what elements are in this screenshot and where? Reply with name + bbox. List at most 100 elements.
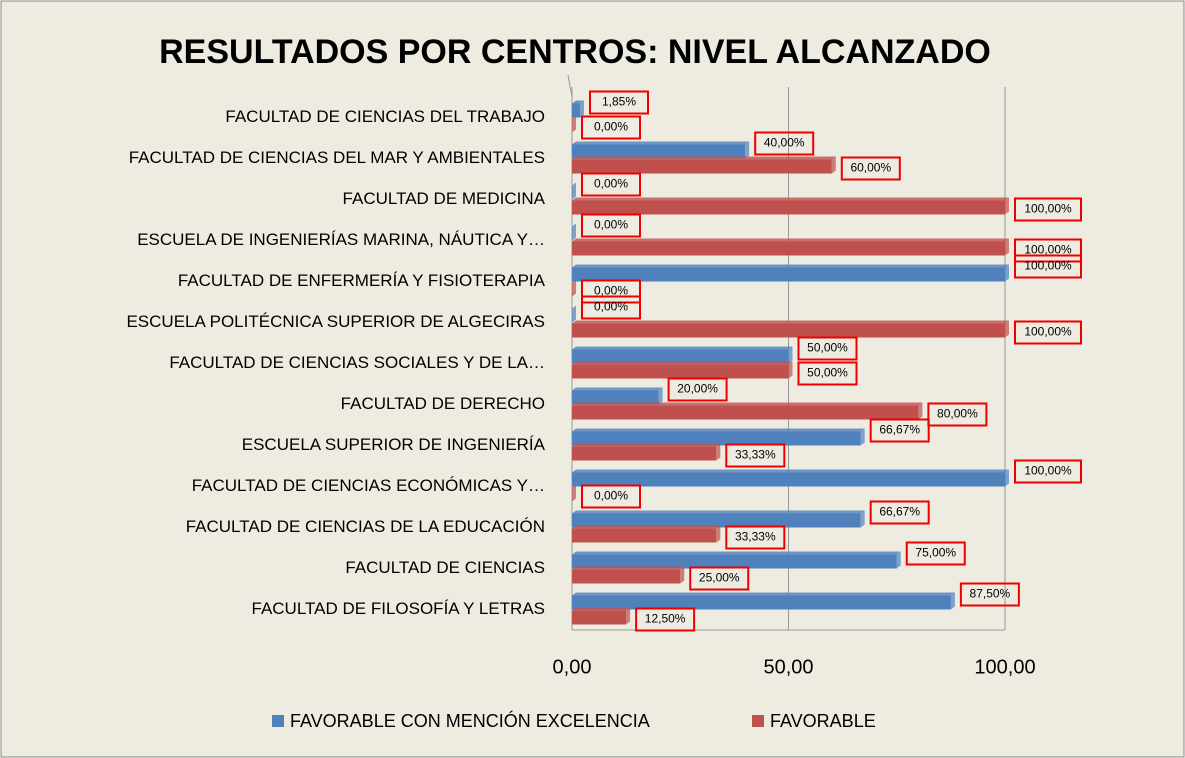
bar-top <box>572 238 1009 242</box>
value-label-box <box>754 131 815 156</box>
bar-side <box>572 115 576 133</box>
bar-side <box>572 305 576 323</box>
chart-title: RESULTADOS POR CENTROS: NIVEL ALCANZADO <box>159 33 991 71</box>
value-label-box <box>797 361 858 386</box>
bar <box>572 159 832 174</box>
bar-top <box>572 469 1009 473</box>
bar-side <box>716 525 721 543</box>
bar <box>572 390 659 405</box>
value-label-box <box>725 525 786 550</box>
legend-swatch <box>272 715 284 727</box>
bar-side <box>572 279 576 297</box>
y-tick-label: FACULTAD DE CIENCIAS DEL TRABAJO <box>225 107 545 126</box>
bar-side <box>572 223 576 241</box>
bar-side <box>896 551 901 569</box>
bar <box>572 323 1005 338</box>
bar-side <box>658 387 663 405</box>
value-label: 0,00% <box>594 218 628 232</box>
bar-side <box>572 182 576 200</box>
bar-side <box>788 361 793 379</box>
bar-side <box>1005 264 1009 282</box>
bar <box>572 267 1005 282</box>
value-label-box <box>581 279 641 304</box>
bar <box>572 610 627 625</box>
value-label: 1,85% <box>602 95 636 109</box>
value-label-box <box>869 500 930 525</box>
x-tick-label: 0,00 <box>553 656 592 678</box>
bar-side <box>788 346 793 364</box>
y-tick-label: FACULTAD DE CIENCIAS <box>345 558 545 577</box>
value-label: 100,00% <box>1024 202 1072 216</box>
bar-top <box>572 551 901 555</box>
value-label: 25,00% <box>699 571 740 585</box>
bar <box>572 431 861 446</box>
value-label: 50,00% <box>807 341 848 355</box>
bar <box>572 349 789 364</box>
value-label-box <box>581 172 641 197</box>
bar-top <box>572 141 750 145</box>
bar-side <box>716 443 721 461</box>
bar-top <box>572 510 865 514</box>
bar-side <box>680 566 685 584</box>
bar-top <box>572 156 836 160</box>
y-tick-label: FACULTAD DE DERECHO <box>341 394 545 413</box>
value-label: 66,67% <box>879 423 920 437</box>
bar-top <box>572 361 793 365</box>
bar <box>572 472 1005 487</box>
bar-top <box>572 428 865 432</box>
bar-side <box>1005 238 1009 256</box>
bar-side <box>745 141 750 159</box>
y-tick-label: FACULTAD DE FILOSOFÍA Y LETRAS <box>252 599 546 618</box>
y-tick-label: FACULTAD DE CIENCIAS SOCIALES Y DE LA… <box>169 353 545 372</box>
value-label: 0,00% <box>594 489 628 503</box>
value-label-box <box>840 156 901 181</box>
bar-top <box>572 264 1009 268</box>
bar-side <box>580 100 585 118</box>
bar-side <box>918 402 923 420</box>
value-label: 100,00% <box>1024 464 1072 478</box>
value-label-box <box>959 582 1020 607</box>
y-tick-label: ESCUELA SUPERIOR DE INGENIERÍA <box>242 435 546 454</box>
value-label: 40,00% <box>764 136 805 150</box>
value-label: 87,50% <box>970 587 1011 601</box>
value-label: 100,00% <box>1024 259 1072 273</box>
bar <box>572 595 951 610</box>
y-tick-label: ESCUELA POLITÉCNICA SUPERIOR DE ALGECIRA… <box>126 312 545 331</box>
y-tick-label: FACULTAD DE CIENCIAS ECONÓMICAS Y… <box>192 476 545 495</box>
bar-top <box>572 592 955 596</box>
value-label: 80,00% <box>937 407 978 421</box>
bar-side <box>572 484 576 502</box>
y-tick-label: ESCUELA DE INGENIERÍAS MARINA, NÁUTICA Y… <box>137 230 545 249</box>
bar-top <box>572 387 663 391</box>
bar-side <box>626 607 631 625</box>
x-tick-label: 50,00 <box>763 656 813 678</box>
value-label: 50,00% <box>807 366 848 380</box>
bar <box>572 241 1005 256</box>
bar-side <box>1005 469 1009 487</box>
value-label-box <box>635 607 696 632</box>
value-label: 100,00% <box>1024 243 1072 257</box>
value-label-box <box>589 90 650 115</box>
bar <box>572 554 897 569</box>
bar <box>572 200 1005 215</box>
value-label: 0,00% <box>594 300 628 314</box>
bar <box>572 513 861 528</box>
value-label-box <box>667 377 728 402</box>
value-label-box <box>869 418 930 443</box>
bar-side <box>860 428 865 446</box>
bar-top <box>572 197 1009 201</box>
value-label: 0,00% <box>594 177 628 191</box>
bar-top <box>572 402 923 406</box>
bar-top <box>572 566 685 570</box>
value-label-box <box>689 566 750 591</box>
value-label: 0,00% <box>594 284 628 298</box>
x-tick-label: 100,00 <box>974 656 1035 678</box>
bar-side <box>950 592 955 610</box>
value-label: 20,00% <box>677 382 718 396</box>
value-label: 100,00% <box>1024 325 1072 339</box>
bar <box>572 405 919 420</box>
y-tick-label: FACULTAD DE CIENCIAS DEL MAR Y AMBIENTAL… <box>129 148 545 167</box>
value-label: 33,33% <box>735 530 776 544</box>
